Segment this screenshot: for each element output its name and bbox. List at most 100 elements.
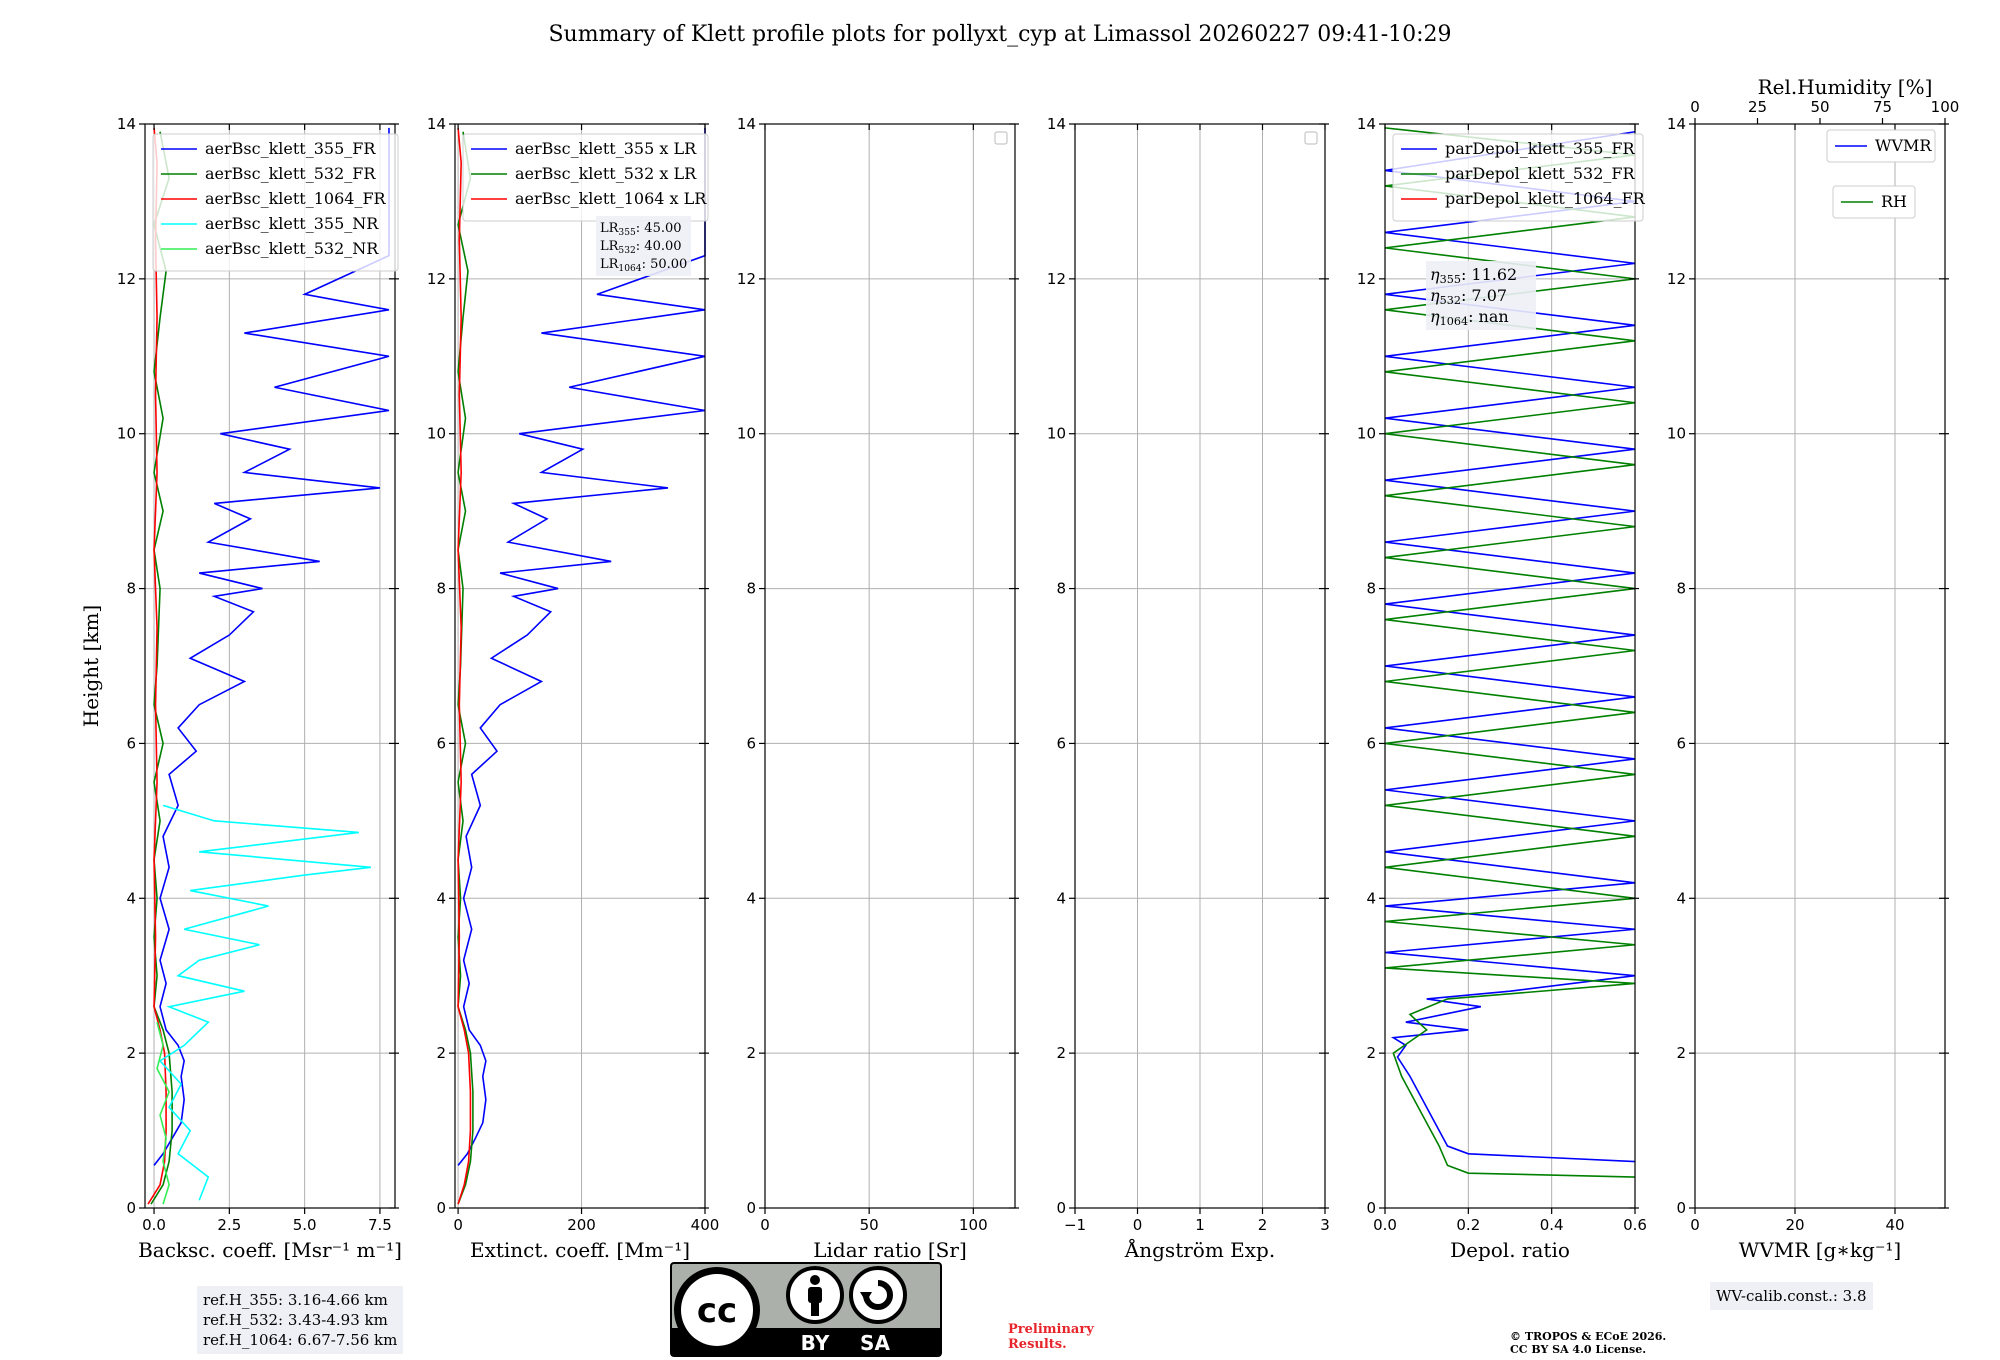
wvmr-ytick-label-0: 0 bbox=[1676, 1199, 1686, 1217]
depol-annotation-box bbox=[1426, 261, 1536, 330]
preliminary-line-2: Results. bbox=[1008, 1337, 1067, 1352]
lidar-ratio-xtick-label-2: 100 bbox=[959, 1216, 988, 1234]
lidar-ratio-ytick-label-4: 8 bbox=[746, 580, 756, 598]
angstrom-xtick-label-1: 0 bbox=[1133, 1216, 1143, 1234]
wvmr-top-label: Rel.Humidity [%] bbox=[1758, 75, 1933, 99]
extinction-series-0 bbox=[457, 127, 706, 1166]
backscatter-ytick-label-0: 0 bbox=[126, 1199, 136, 1217]
angstrom-ytick-label-3: 6 bbox=[1056, 734, 1066, 752]
wvmr-ytick-label-4: 8 bbox=[1676, 580, 1686, 598]
backscatter-legend-label-4: aerBsc_klett_532_NR bbox=[205, 239, 379, 258]
copyright-note: © TROPOS & ECoE 2026. CC BY SA 4.0 Licen… bbox=[1510, 1330, 1666, 1356]
extinction-legend-label-0: aerBsc_klett_355 x LR bbox=[515, 139, 697, 158]
extinction-series-2 bbox=[457, 127, 472, 1205]
depol-series-1 bbox=[1384, 127, 1636, 1178]
depol-ytick-label-7: 14 bbox=[1357, 115, 1376, 133]
wvmr-ytick-label-7: 14 bbox=[1667, 115, 1686, 133]
backscatter-xtick-label-3: 7.5 bbox=[368, 1216, 392, 1234]
depol-xlabel: Depol. ratio bbox=[1450, 1238, 1570, 1262]
extinction-ytick-label-3: 6 bbox=[436, 734, 446, 752]
wvmr-xtick-label-0: 0 bbox=[1690, 1216, 1700, 1234]
share-alike-icon bbox=[849, 1266, 907, 1324]
depol-ytick-label-1: 2 bbox=[1366, 1044, 1376, 1062]
wvmr-xtick-label-1: 20 bbox=[1785, 1216, 1804, 1234]
copyright-line-1: © TROPOS & ECoE 2026. bbox=[1510, 1330, 1667, 1343]
extinction-ytick-label-5: 10 bbox=[427, 425, 446, 443]
extinction-frame bbox=[454, 123, 706, 1209]
wvmr-legend-rh-box bbox=[1832, 185, 1916, 219]
backscatter-xtick-label-1: 2.5 bbox=[217, 1216, 241, 1234]
backscatter-ytick-label-2: 4 bbox=[126, 889, 136, 907]
wv-calibration-text: WV-calib.const.: 3.8 bbox=[1716, 1287, 1867, 1305]
backscatter-ytick-label-6: 12 bbox=[117, 270, 136, 288]
lidar-ratio-ytick-label-2: 4 bbox=[746, 889, 756, 907]
angstrom-xtick-label-4: 3 bbox=[1320, 1216, 1330, 1234]
depol-annotation-0: η355: 11.62 bbox=[1430, 265, 1517, 286]
depol-xtick-label-2: 0.4 bbox=[1540, 1216, 1564, 1234]
angstrom-ytick-label-6: 12 bbox=[1047, 270, 1066, 288]
extinction-ytick-label-7: 14 bbox=[427, 115, 446, 133]
extinction-xlabel: Extinct. coeff. [Mm⁻¹] bbox=[470, 1238, 690, 1262]
extinction-legend-box bbox=[462, 133, 709, 222]
depol-xtick-label-3: 0.6 bbox=[1623, 1216, 1647, 1234]
lidar-ratio-xtick-label-0: 0 bbox=[760, 1216, 770, 1234]
backscatter-legend-box bbox=[152, 133, 399, 272]
extinction-ytick-label-1: 2 bbox=[436, 1044, 446, 1062]
extinction-ytick-label-2: 4 bbox=[436, 889, 446, 907]
backscatter-ytick-label-5: 10 bbox=[117, 425, 136, 443]
depol-ytick-label-0: 0 bbox=[1366, 1199, 1376, 1217]
wvmr-legend-wvmr-label: WVMR bbox=[1875, 136, 1932, 155]
lidar-ratio-ytick-label-3: 6 bbox=[746, 734, 756, 752]
wvmr-top-tick-label-0: 0 bbox=[1690, 98, 1700, 116]
backscatter-xtick-label-0: 0.0 bbox=[142, 1216, 166, 1234]
depol-annotation-2: η1064: nan bbox=[1430, 307, 1509, 328]
angstrom-ytick-label-7: 14 bbox=[1047, 115, 1066, 133]
depol-legend-box bbox=[1392, 133, 1644, 222]
angstrom-ytick-label-2: 4 bbox=[1056, 889, 1066, 907]
backscatter-series-4 bbox=[156, 1021, 170, 1205]
by-person-icon bbox=[786, 1266, 844, 1324]
extinction-xtick-label-0: 0 bbox=[453, 1216, 463, 1234]
depol-ytick-label-2: 4 bbox=[1366, 889, 1376, 907]
extinction-xtick-label-2: 400 bbox=[691, 1216, 720, 1234]
depol-ytick-label-5: 10 bbox=[1357, 425, 1376, 443]
angstrom-empty-legend bbox=[1304, 131, 1318, 145]
depol-legend-label-0: parDepol_klett_355_FR bbox=[1445, 139, 1636, 158]
wvmr-top-tick-label-1: 25 bbox=[1748, 98, 1767, 116]
extinction-annotation-box bbox=[596, 216, 691, 276]
backscatter-xtick-label-2: 5.0 bbox=[293, 1216, 317, 1234]
wvmr-ytick-label-3: 6 bbox=[1676, 734, 1686, 752]
angstrom-ytick-label-1: 2 bbox=[1056, 1044, 1066, 1062]
backscatter-ytick-label-3: 6 bbox=[126, 734, 136, 752]
depol-xtick-label-1: 0.2 bbox=[1456, 1216, 1480, 1234]
backscatter-legend-label-3: aerBsc_klett_355_NR bbox=[205, 214, 379, 233]
extinction-ytick-label-4: 8 bbox=[436, 580, 446, 598]
backscatter-ytick-label-1: 2 bbox=[126, 1044, 136, 1062]
wvmr-top-tick-label-4: 100 bbox=[1931, 98, 1960, 116]
backscatter-frame bbox=[144, 123, 396, 1209]
extinction-annotation-1: LR532: 40.00 bbox=[600, 239, 682, 256]
backscatter-series-2 bbox=[147, 127, 167, 1205]
preliminary-note: Preliminary Results. bbox=[1008, 1322, 1094, 1352]
wvmr-top-tick-label-3: 75 bbox=[1873, 98, 1892, 116]
extinction-ytick-label-6: 12 bbox=[427, 270, 446, 288]
lidar-ratio-xlabel: Lidar ratio [Sr] bbox=[813, 1238, 967, 1262]
angstrom-xlabel: Ångström Exp. bbox=[1124, 1237, 1275, 1262]
backscatter-ytick-label-7: 14 bbox=[117, 115, 136, 133]
depol-annotation-1: η532: 7.07 bbox=[1430, 286, 1507, 307]
backscatter-xlabel: Backsc. coeff. [Msr⁻¹ m⁻¹] bbox=[138, 1238, 402, 1262]
lidar-ratio-ytick-label-5: 10 bbox=[737, 425, 756, 443]
backscatter-legend-label-1: aerBsc_klett_532_FR bbox=[205, 164, 376, 183]
lidar-ratio-frame bbox=[764, 123, 1016, 1209]
angstrom-xtick-label-3: 2 bbox=[1258, 1216, 1268, 1234]
wvmr-ytick-label-1: 2 bbox=[1676, 1044, 1686, 1062]
angstrom-ytick-label-5: 10 bbox=[1047, 425, 1066, 443]
extinction-ytick-label-0: 0 bbox=[436, 1199, 446, 1217]
lidar-ratio-ytick-label-6: 12 bbox=[737, 270, 756, 288]
lidar-ratio-xtick-label-1: 50 bbox=[860, 1216, 879, 1234]
angstrom-xtick-label-0: −1 bbox=[1064, 1216, 1086, 1234]
wv-calibration-box: WV-calib.const.: 3.8 bbox=[1710, 1282, 1873, 1310]
lidar-ratio-empty-legend bbox=[994, 131, 1008, 145]
depol-frame bbox=[1384, 123, 1636, 1209]
